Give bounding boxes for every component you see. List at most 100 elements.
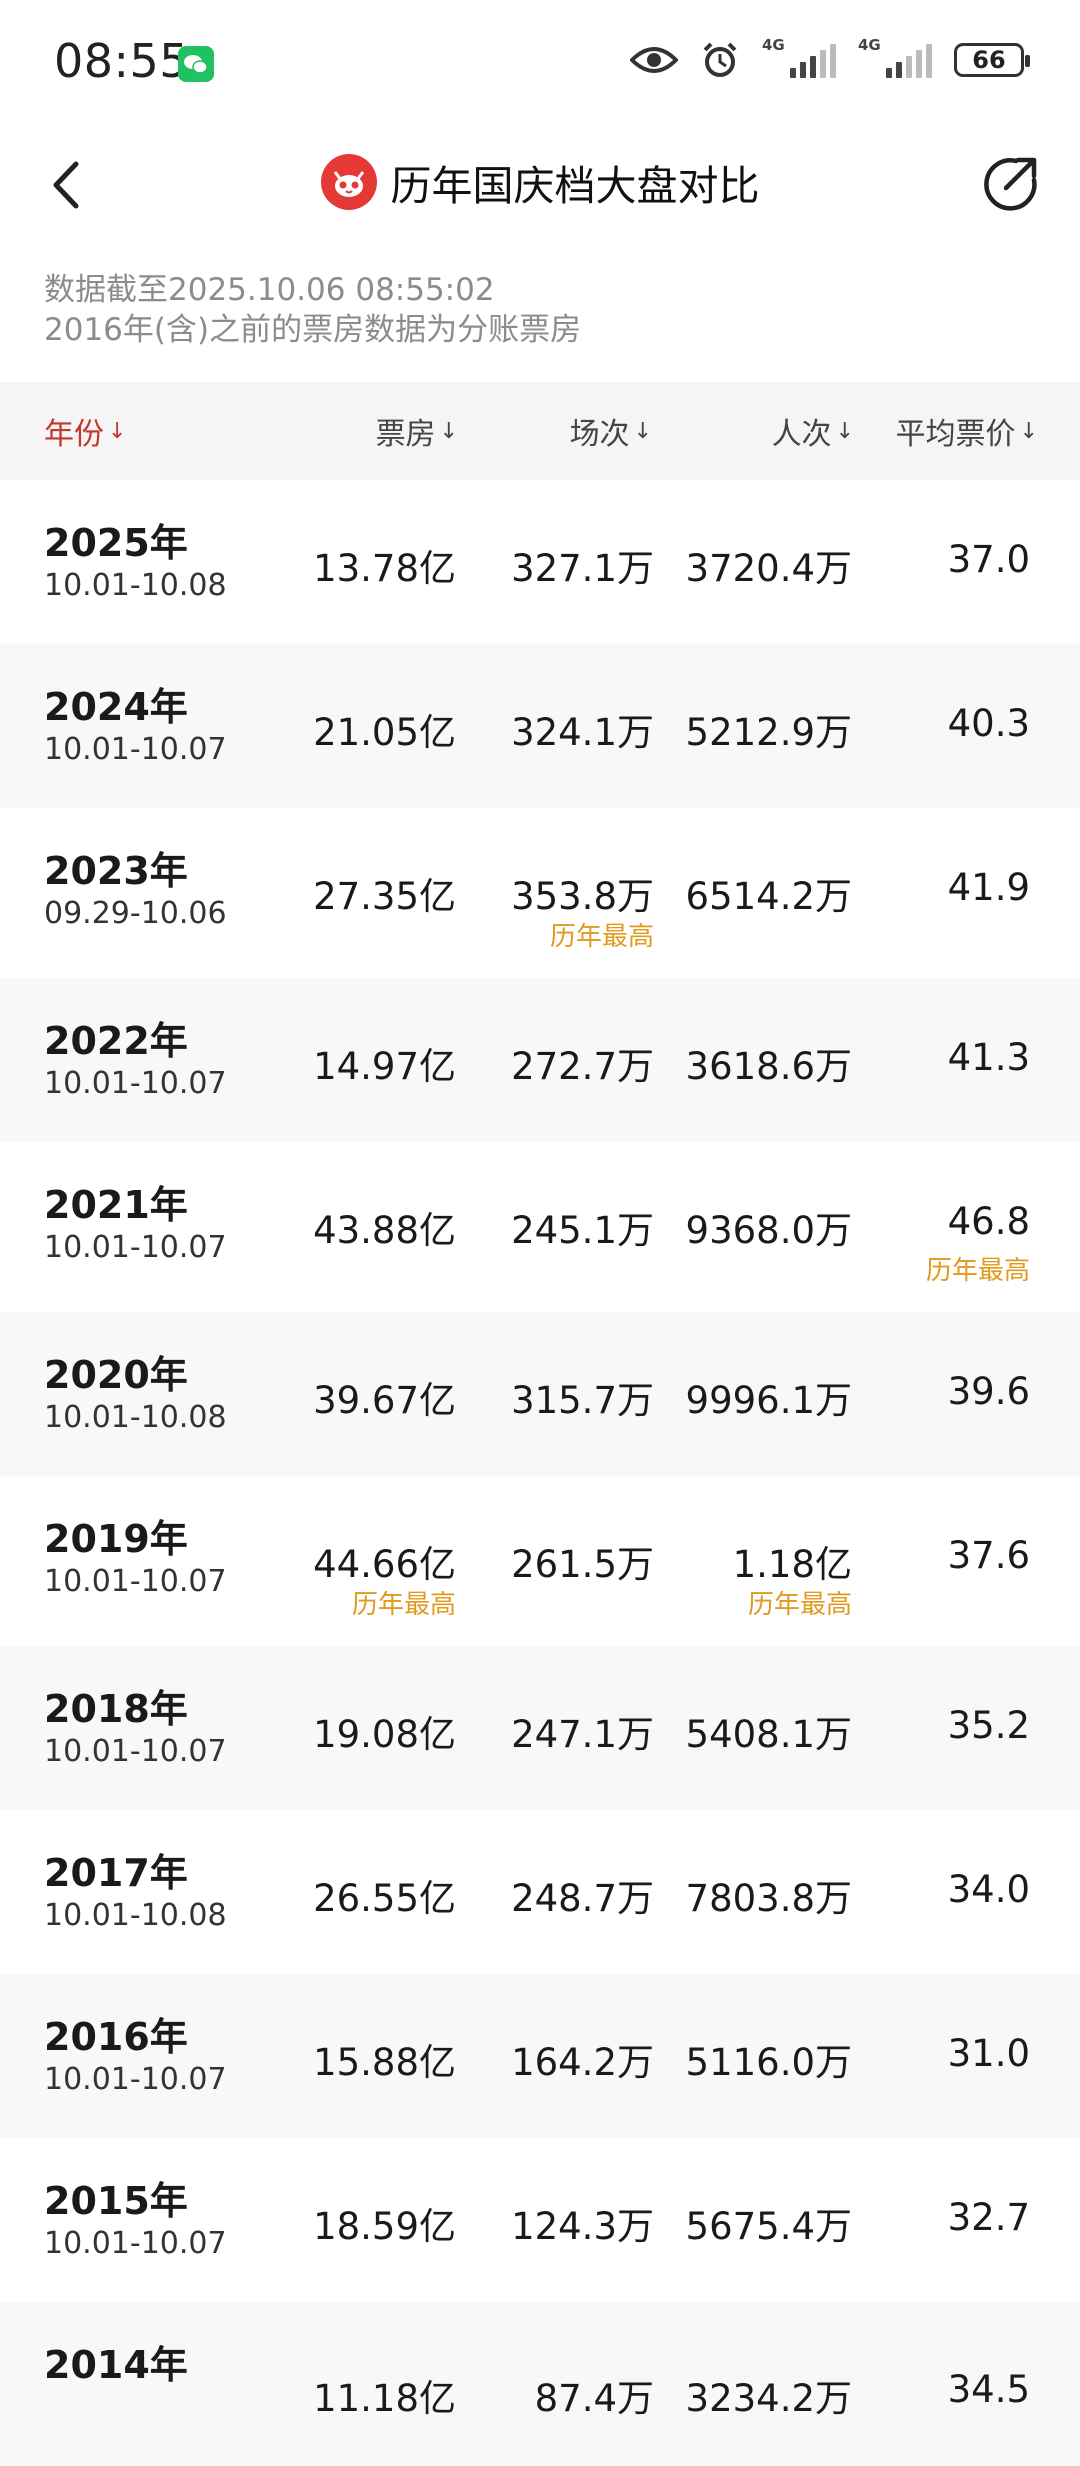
avg-price-value: 34.5 xyxy=(947,2368,1030,2411)
year-label: 2023年 xyxy=(44,849,188,893)
box-office-value: 39.67亿 xyxy=(313,1379,456,1422)
network-type-label: 4G xyxy=(762,36,785,54)
viewers-value: 9996.1万 xyxy=(685,1379,852,1422)
year-label: 2019年 xyxy=(44,1517,188,1561)
shows-value: 247.1万 xyxy=(511,1713,654,1756)
network-type-label: 4G xyxy=(858,36,881,54)
table-row[interactable]: 2020年 10.01-10.08 39.67亿 315.7万 9996.1万 … xyxy=(0,1312,1080,1476)
shows-value: 353.8万 xyxy=(511,875,654,918)
year-label: 2020年 xyxy=(44,1353,188,1397)
nav-header: 历年国庆档大盘对比 xyxy=(0,130,1080,240)
data-notes: 数据截至2025.10.06 08:55:02 2016年(含)之前的票房数据为… xyxy=(44,270,581,350)
box-office-value: 44.66亿 xyxy=(313,1543,456,1586)
avg-price-value: 39.6 xyxy=(947,1370,1030,1413)
table-row[interactable]: 2022年 10.01-10.07 14.97亿 272.7万 3618.6万 … xyxy=(0,978,1080,1142)
shows-value: 164.2万 xyxy=(511,2041,654,2084)
date-range: 10.01-10.08 xyxy=(44,1400,227,1435)
box-office-value: 14.97亿 xyxy=(313,1045,456,1088)
year-label: 2018年 xyxy=(44,1687,188,1731)
avg-price-value: 32.7 xyxy=(947,2196,1030,2239)
record-high-badge: 历年最高 xyxy=(549,922,654,952)
sort-avg-price-header[interactable]: 平均票价 ↓ xyxy=(895,417,1038,452)
date-range: 10.01-10.07 xyxy=(44,732,227,767)
table-row[interactable]: 2019年 10.01-10.07 44.66亿 历年最高 261.5万 1.1… xyxy=(0,1476,1080,1646)
table-body: 2025年 10.01-10.08 13.78亿 327.1万 3720.4万 … xyxy=(0,480,1080,2466)
shows-value: 245.1万 xyxy=(511,1209,654,1252)
back-icon[interactable] xyxy=(40,150,100,220)
date-range: 10.01-10.08 xyxy=(44,568,227,603)
year-label: 2014年 xyxy=(44,2343,188,2387)
status-bar: 08:55 4G 4G 66 xyxy=(0,0,1080,130)
table-row[interactable]: 2018年 10.01-10.07 19.08亿 247.1万 5408.1万 … xyxy=(0,1646,1080,1810)
year-label: 2017年 xyxy=(44,1851,188,1895)
year-label: 2022年 xyxy=(44,1019,188,1063)
year-label: 2024年 xyxy=(44,685,188,729)
sort-year-header[interactable]: 年份 ↓ xyxy=(44,417,127,452)
battery-level: 66 xyxy=(972,46,1006,74)
shows-value: 315.7万 xyxy=(511,1379,654,1422)
shows-value: 248.7万 xyxy=(511,1877,654,1920)
sort-arrow-icon: ↓ xyxy=(1019,418,1038,444)
box-office-value: 43.88亿 xyxy=(313,1209,456,1252)
record-high-badge: 历年最高 xyxy=(351,1590,456,1620)
date-range: 10.01-10.07 xyxy=(44,2226,227,2261)
sort-box-office-header[interactable]: 票房 ↓ xyxy=(375,417,458,452)
shows-value: 261.5万 xyxy=(511,1543,654,1586)
shows-value: 327.1万 xyxy=(511,547,654,590)
avg-price-value: 37.0 xyxy=(947,538,1030,581)
sort-viewers-header[interactable]: 人次 ↓ xyxy=(771,417,854,452)
sort-arrow-icon: ↓ xyxy=(108,418,127,444)
year-label: 2021年 xyxy=(44,1183,188,1227)
table-row[interactable]: 2017年 10.01-10.08 26.55亿 248.7万 7803.8万 … xyxy=(0,1810,1080,1974)
box-office-value: 19.08亿 xyxy=(313,1713,456,1756)
signal-strength-icon: 4G xyxy=(762,36,836,78)
sort-shows-header[interactable]: 场次 ↓ xyxy=(569,417,652,452)
box-office-value: 26.55亿 xyxy=(313,1877,456,1920)
box-office-value: 15.88亿 xyxy=(313,2041,456,2084)
date-range: 10.01-10.07 xyxy=(44,1230,227,1265)
sort-arrow-icon: ↓ xyxy=(439,418,458,444)
record-high-badge: 历年最高 xyxy=(747,1590,852,1620)
table-row[interactable]: 2025年 10.01-10.08 13.78亿 327.1万 3720.4万 … xyxy=(0,480,1080,644)
avg-price-value: 46.8 xyxy=(947,1200,1030,1243)
status-time: 08:55 xyxy=(54,34,190,88)
shows-value: 272.7万 xyxy=(511,1045,654,1088)
viewers-value: 6514.2万 xyxy=(685,875,852,918)
avg-price-value: 31.0 xyxy=(947,2032,1030,2075)
year-label: 2016年 xyxy=(44,2015,188,2059)
alarm-icon xyxy=(700,40,740,80)
viewers-value: 9368.0万 xyxy=(685,1209,852,1252)
viewers-value: 3618.6万 xyxy=(685,1045,852,1088)
box-office-value: 27.35亿 xyxy=(313,875,456,918)
viewers-value: 5408.1万 xyxy=(685,1713,852,1756)
viewers-value: 7803.8万 xyxy=(685,1877,852,1920)
viewers-value: 5675.4万 xyxy=(685,2205,852,2248)
avg-price-value: 34.0 xyxy=(947,1868,1030,1911)
avg-price-value: 35.2 xyxy=(947,1704,1030,1747)
viewers-value: 5116.0万 xyxy=(685,2041,852,2084)
maoyan-logo-icon xyxy=(320,154,377,210)
table-row[interactable]: 2021年 10.01-10.07 43.88亿 245.1万 9368.0万 … xyxy=(0,1142,1080,1312)
eye-icon xyxy=(630,44,678,76)
box-office-note: 2016年(含)之前的票房数据为分账票房 xyxy=(44,312,582,348)
table-row[interactable]: 2024年 10.01-10.07 21.05亿 324.1万 5212.9万 … xyxy=(0,644,1080,808)
status-icons: 4G 4G 66 xyxy=(630,36,1030,80)
table-row[interactable]: 2016年 10.01-10.07 15.88亿 164.2万 5116.0万 … xyxy=(0,1974,1080,2138)
table-row[interactable]: 2015年 10.01-10.07 18.59亿 124.3万 5675.4万 … xyxy=(0,2138,1080,2302)
sort-arrow-icon: ↓ xyxy=(835,418,854,444)
record-high-badge: 历年最高 xyxy=(925,1256,1030,1286)
box-office-value: 13.78亿 xyxy=(313,547,456,590)
date-range: 10.01-10.07 xyxy=(44,1564,227,1599)
table-row[interactable]: 2023年 09.29-10.06 27.35亿 353.8万 历年最高 651… xyxy=(0,808,1080,978)
shows-value: 87.4万 xyxy=(534,2377,654,2420)
avg-price-value: 41.3 xyxy=(947,1036,1030,1079)
table-row[interactable]: 2014年 11.18亿 87.4万 3234.2万 34.5 xyxy=(0,2302,1080,2466)
sort-arrow-icon: ↓ xyxy=(633,418,652,444)
avg-price-value: 41.9 xyxy=(947,866,1030,909)
table-header: 年份 ↓ 票房 ↓ 场次 ↓ 人次 ↓ 平均票价 ↓ xyxy=(0,382,1080,480)
signal-strength-icon: 4G xyxy=(858,36,932,78)
viewers-value: 1.18亿 xyxy=(732,1543,852,1586)
share-icon[interactable] xyxy=(978,152,1042,216)
date-range: 10.01-10.07 xyxy=(44,1734,227,1769)
wechat-notification-icon xyxy=(178,46,214,82)
